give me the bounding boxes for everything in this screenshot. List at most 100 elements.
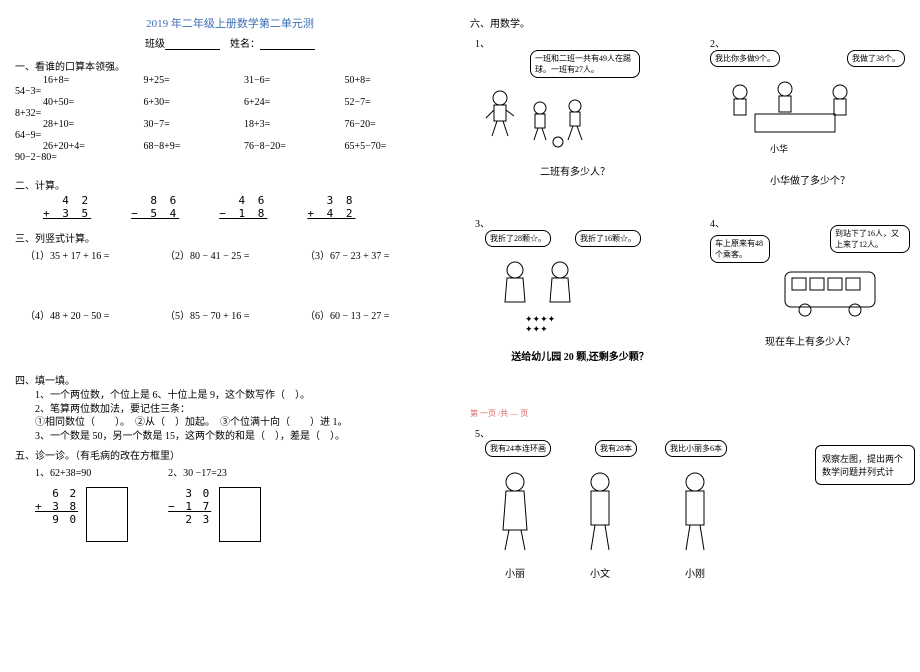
page-indicator: 第 一页 /共 — 页: [470, 408, 528, 419]
q3-row2: （4）48 + 20 − 50 = （5）85 − 70 + 16 = （6）6…: [15, 307, 445, 322]
mental-row: 16+8= 9+25= 31−6= 50+8=: [15, 75, 445, 86]
mental-row: 26+20+4= 68−8+9= 76−8−20= 65+5−70=: [15, 141, 445, 152]
wp-label: 2、: [710, 39, 725, 50]
expr: 68−8+9=: [144, 141, 245, 152]
word-problem-3: 3、 我折了28颗☆。 我折了16颗☆。 ✦✦✦✦ ✦✦✦ 送给幼儿园 20 颗…: [475, 215, 685, 363]
word-problem-1: 1、 一班和二班一共有49人在踢球。一班有27人。 二班有多少人？: [475, 35, 675, 178]
dc-l: 3 0: [168, 487, 211, 500]
section-1: 一、看谁的口算本领强。 16+8= 9+25= 31−6= 50+8= 54−3…: [15, 58, 445, 163]
vc-bot: − 5 4: [131, 207, 179, 220]
kids-work-illustration: [710, 74, 890, 154]
dc-l: − 1 7: [168, 500, 211, 513]
expr: 6+30=: [144, 97, 245, 108]
vc-bot: + 4 2: [307, 207, 355, 220]
speech-bubble: 一班和二班一共有49人在踢球。一班有27人。: [530, 50, 640, 78]
wp-caption: 送给幼儿园 20 颗,还剩多少颗？: [475, 348, 685, 363]
speech-bubble: 到站下了16人，又上来了12人。: [830, 225, 910, 253]
sec2-title: 二、计算。: [15, 177, 445, 192]
q3-item: （4）48 + 20 − 50 =: [25, 307, 165, 322]
tail-expr: 90−2−80=: [15, 152, 445, 163]
fill-line: 3、一个数是 50，另一个数是 15，这两个数的和是（ ），差是（ ）。: [35, 430, 445, 444]
expr: 16+8=: [43, 75, 144, 86]
expr: 26+20+4=: [43, 141, 144, 152]
vcalc: 4 2 + 3 5: [43, 194, 91, 220]
three-kids-illustration: [475, 460, 755, 570]
dc-l: + 3 8: [35, 500, 78, 513]
fill-line: 1、一个两位数，个位上是 6、十位上是 9，这个数写作（ ）。: [35, 389, 445, 403]
q3-row1: （1）35 + 17 + 16 = （2）80 − 41 − 25 = （3）6…: [15, 247, 445, 262]
answer-box: [86, 487, 128, 542]
wp-caption: 小华做了多少个？: [710, 172, 910, 187]
speech-bubble: 我做了38个。: [847, 50, 905, 67]
sec3-title: 三、列竖式计算。: [15, 230, 445, 245]
vc-top: 4 6: [219, 194, 267, 207]
dc-l: 6 2: [35, 487, 78, 500]
fill-line: ①相同数位（ ）。 ②从（ ）加起。 ③个位满十向（ ）进 1。: [35, 416, 445, 430]
expr: 31−6=: [244, 75, 345, 86]
name-label: 姓名：: [230, 39, 260, 50]
char-name: 小华: [770, 142, 788, 155]
expr: 6+24=: [244, 97, 345, 108]
word-problem-4: 4、 车上原来有48个乘客。 到站下了16人，又上来了12人。 现在车上有多少人…: [710, 215, 910, 348]
class-label: 班级: [145, 39, 165, 50]
tail-expr: 54−3=: [15, 86, 445, 97]
word-problem-5: 5、 我有24本连环画 我有28本 我比小丽多6本 小丽 小文 小刚 观察左图，…: [475, 425, 915, 585]
q3-item: （2）80 − 41 − 25 =: [165, 247, 305, 262]
sec5-title: 五、诊一诊。（有毛病的改在方框里）: [15, 447, 445, 462]
tail-expr: 8+32=: [15, 108, 445, 119]
q3-item: （5）85 − 70 + 16 =: [165, 307, 305, 322]
section-4: 四、填一填。 1、一个两位数，个位上是 6、十位上是 9，这个数写作（ ）。 2…: [15, 372, 445, 443]
section-3: 三、列竖式计算。 （1）35 + 17 + 16 = （2）80 − 41 − …: [15, 230, 445, 322]
diag-row: 1、62+38=90 6 2 + 3 8 9 0 2、30 −17=23 3 0…: [15, 464, 445, 542]
wp-caption: 二班有多少人？: [475, 163, 675, 178]
wp-label: 5、: [475, 429, 490, 440]
speech-bubble: 我折了28颗☆。: [485, 230, 551, 247]
diag-item-2: 2、30 −17=23 3 0 − 1 7 2 3: [168, 464, 261, 542]
wp-label: 1、: [475, 39, 490, 50]
sec1-title: 一、看谁的口算本领强。: [15, 58, 445, 73]
expr: 9+25=: [144, 75, 245, 86]
speech-bubble: 我折了16颗☆。: [575, 230, 641, 247]
svg-text:✦✦✦✦: ✦✦✦✦: [525, 314, 556, 324]
speech-bubble: 车上原来有48个乘客。: [710, 235, 770, 263]
vcalc: 4 6 − 1 8: [219, 194, 267, 220]
q3-item: （1）35 + 17 + 16 =: [25, 247, 165, 262]
vcalc: 8 6 − 5 4: [131, 194, 179, 220]
section-5: 五、诊一诊。（有毛病的改在方框里） 1、62+38=90 6 2 + 3 8 9…: [15, 447, 445, 542]
wp-caption: 现在车上有多少人？: [710, 333, 910, 348]
speech-bubble: 我有24本连环画: [485, 440, 551, 457]
bus-illustration: [780, 262, 890, 322]
svg-text:✦✦✦: ✦✦✦: [525, 324, 548, 334]
char-name: 小丽: [505, 565, 525, 580]
doc-title: 2019 年二年级上册数学第二单元测: [15, 15, 445, 31]
speech-bubble: 我比你多做9个。: [710, 50, 780, 67]
expr: 50+8=: [345, 75, 446, 86]
vc-bot: − 1 8: [219, 207, 267, 220]
vc-top: 4 2: [43, 194, 91, 207]
expr: 30−7=: [144, 119, 245, 130]
fill-lines: 1、一个两位数，个位上是 6、十位上是 9，这个数写作（ ）。 2、笔算两位数加…: [15, 389, 445, 443]
vertical-calcs: 4 2 + 3 5 8 6 − 5 4 4 6 − 1 8 3 8 + 4 2: [15, 194, 445, 220]
expr: 65+5−70=: [345, 141, 446, 152]
section-2: 二、计算。 4 2 + 3 5 8 6 − 5 4 4 6 − 1 8 3 8 …: [15, 177, 445, 220]
fill-line: 2、笔算两位数加法，要记住三条：: [35, 403, 445, 417]
kids-football-illustration: [480, 78, 640, 158]
vc-top: 8 6: [131, 194, 179, 207]
diag-label: 1、62+38=90: [35, 464, 128, 479]
dc-l: 9 0: [35, 513, 78, 526]
expr: 76−20=: [345, 119, 446, 130]
expr: 40+50=: [43, 97, 144, 108]
expr: 28+10=: [43, 119, 144, 130]
diag-item-1: 1、62+38=90 6 2 + 3 8 9 0: [35, 464, 128, 542]
wp-label: 4、: [710, 219, 725, 230]
speech-bubble: 我比小丽多6本: [665, 440, 727, 457]
answer-box: [219, 487, 261, 542]
observation-box: 观察左图，提出两个数学问题并列式计: [815, 445, 915, 485]
speech-bubble: 我有28本: [595, 440, 637, 457]
dc-l: 2 3: [168, 513, 211, 526]
diag-calc: 6 2 + 3 8 9 0: [35, 487, 78, 542]
wp-label: 3、: [475, 219, 490, 230]
char-name: 小文: [590, 565, 610, 580]
kids-stars-illustration: ✦✦✦✦ ✦✦✦: [485, 252, 665, 342]
q3-item: （3）67 − 23 + 37 =: [305, 247, 445, 262]
